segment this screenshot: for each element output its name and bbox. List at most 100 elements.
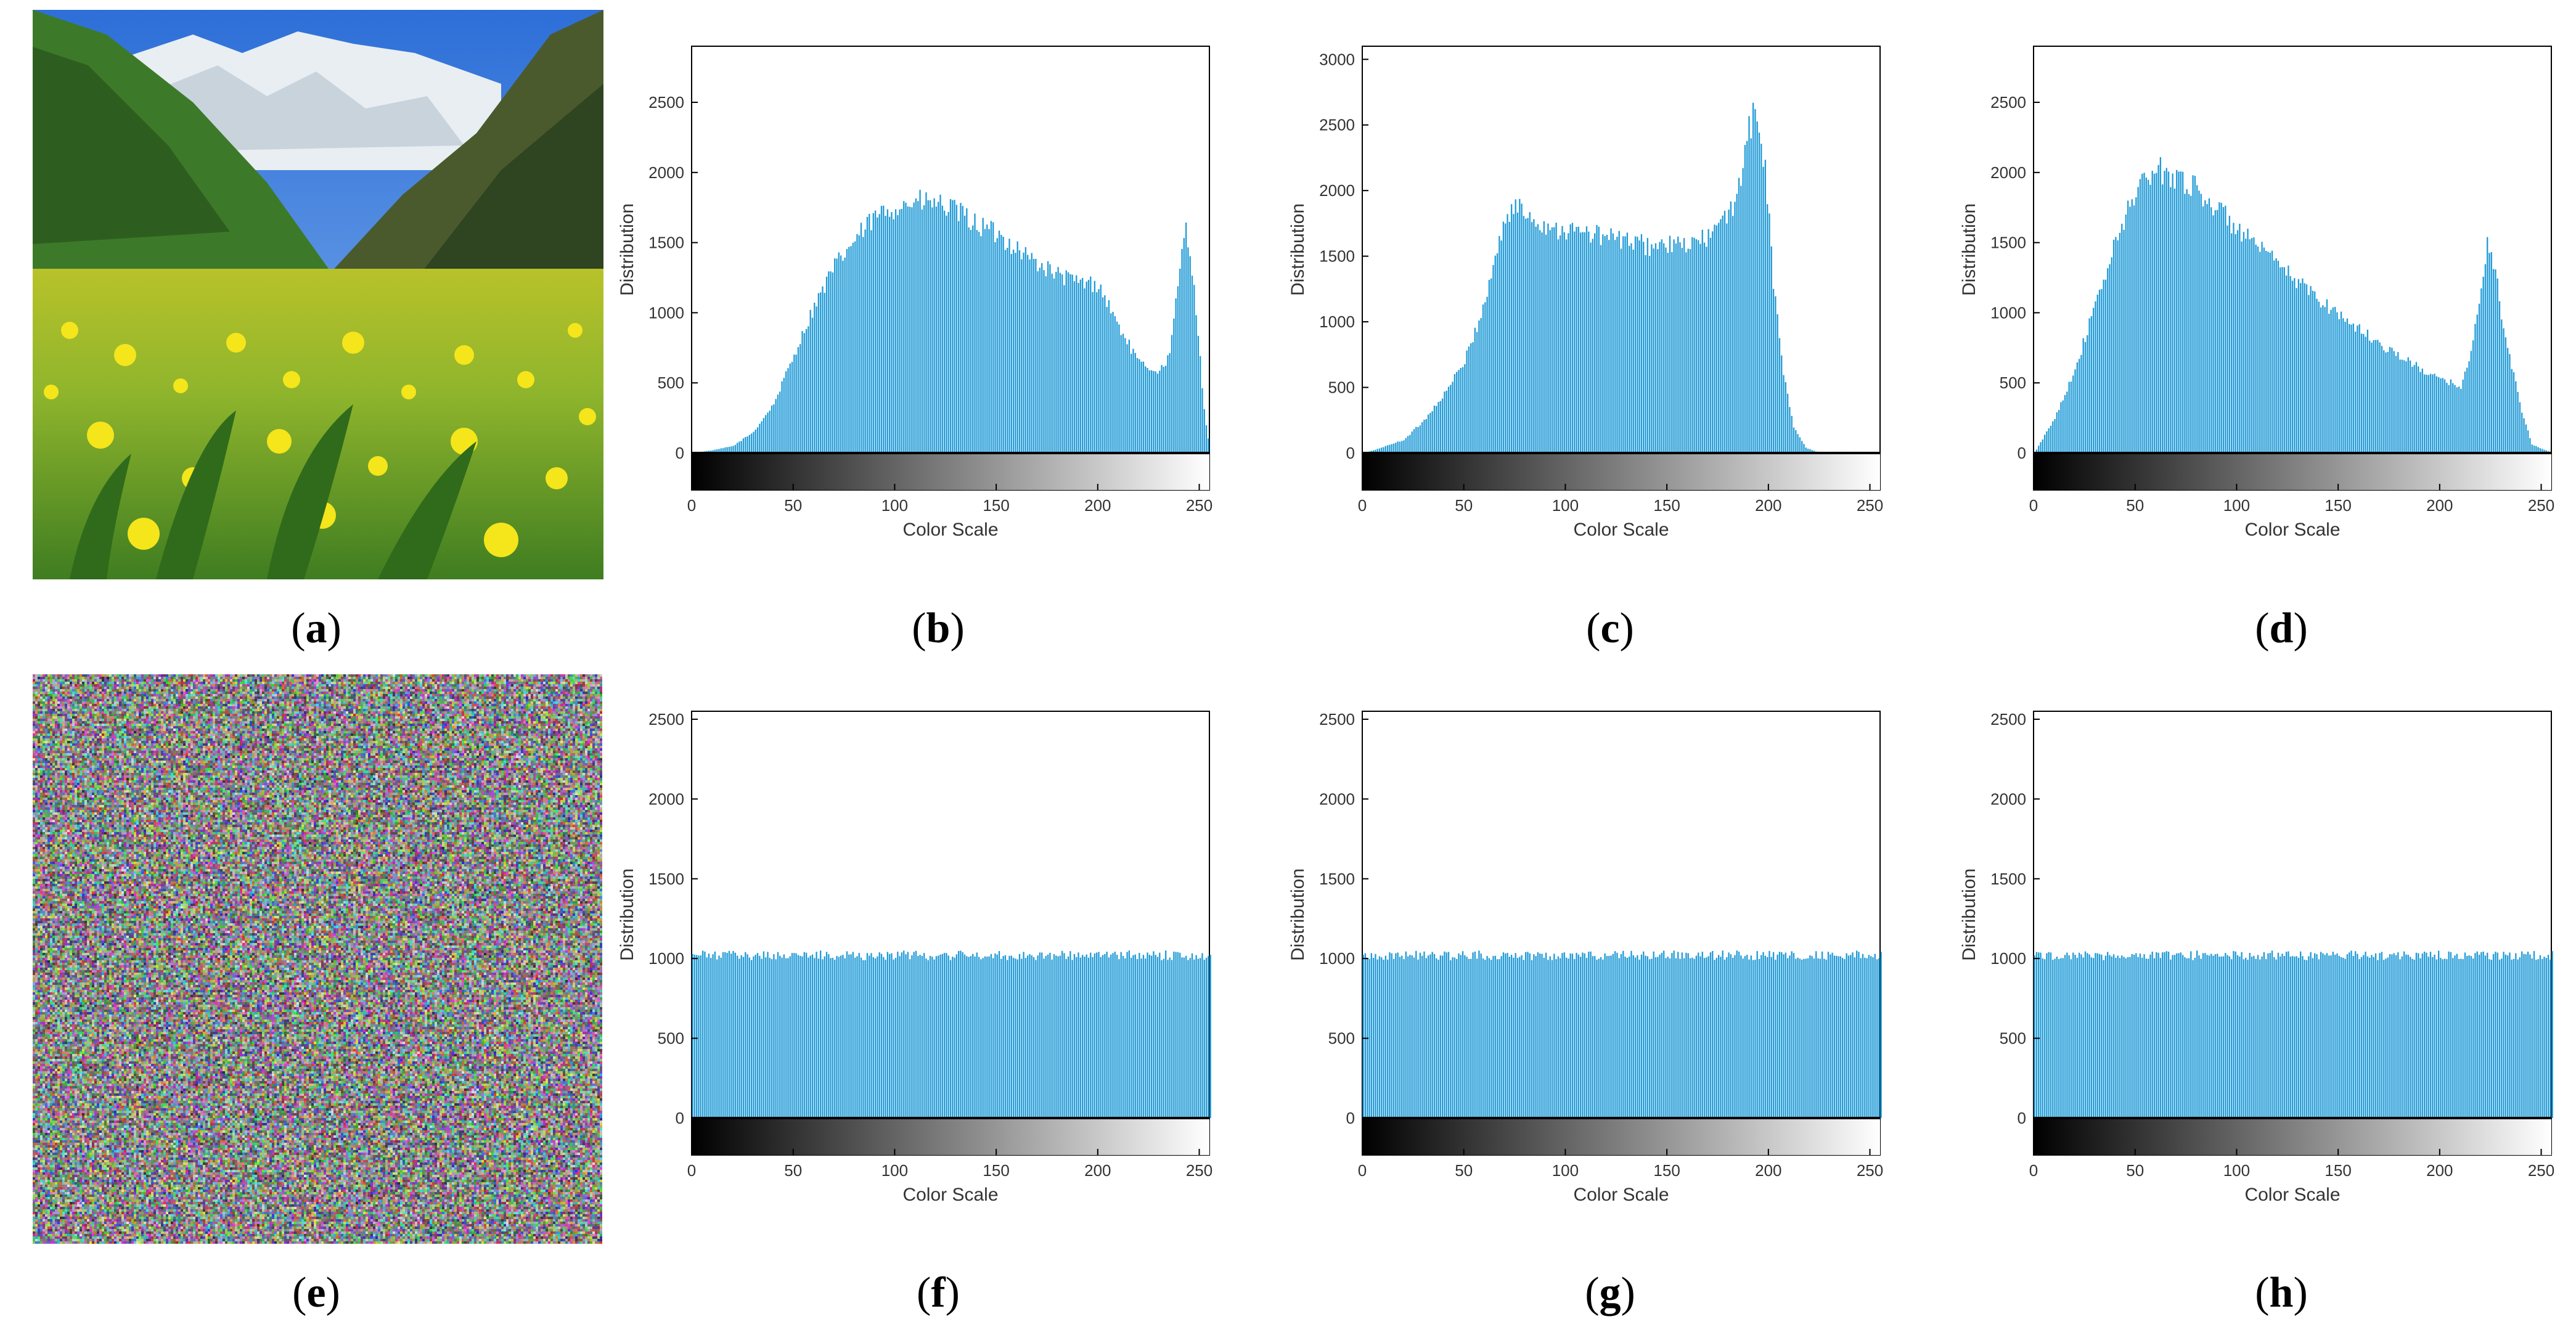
histogram-bar <box>2265 959 2267 1118</box>
histogram-bar <box>1112 953 1114 1118</box>
histogram-bar <box>2300 283 2302 453</box>
histogram-bar <box>2107 952 2109 1118</box>
histogram-bar <box>1551 960 1553 1118</box>
histogram-bar <box>1762 952 1764 1118</box>
histogram-bar <box>1007 248 1008 453</box>
x-tick-label: 150 <box>983 1161 1009 1180</box>
histogram-bar <box>1740 955 1742 1118</box>
histogram-bar <box>816 306 817 453</box>
histogram-bar <box>2322 953 2324 1118</box>
histogram-bar <box>822 286 824 453</box>
histogram-bar <box>2098 290 2101 453</box>
histogram-bar <box>1148 955 1150 1118</box>
histogram-bar <box>1175 952 1177 1118</box>
histogram-bar <box>1855 950 1858 1118</box>
histogram-bar <box>1395 443 1397 453</box>
histogram-bar <box>2464 952 2466 1118</box>
histogram-bar <box>2210 207 2212 453</box>
landscape-picture <box>33 10 603 579</box>
histogram-bar <box>2275 258 2277 453</box>
histogram-bar <box>2251 957 2253 1118</box>
histogram-bar <box>1640 954 1643 1118</box>
histogram-bar <box>2233 222 2235 453</box>
histogram-bar <box>2496 278 2498 453</box>
histogram-bar <box>2157 165 2159 453</box>
histogram-bar <box>939 954 941 1118</box>
histogram-bar <box>748 435 751 453</box>
histogram-bar <box>2109 264 2111 453</box>
histogram-bar <box>2336 953 2338 1118</box>
histogram-bar <box>2495 952 2496 1118</box>
histogram-bar <box>2056 412 2058 453</box>
histogram-bar <box>1665 958 1667 1118</box>
histogram-bar <box>1778 952 1781 1118</box>
histogram-bar <box>1734 955 1736 1118</box>
histogram-bar <box>1108 957 1110 1118</box>
histogram-bar <box>2236 955 2239 1118</box>
histogram-bar <box>1624 957 1626 1118</box>
x-tick-label: 100 <box>2223 1161 2250 1180</box>
histogram-bar <box>1413 429 1415 453</box>
histogram-bar <box>1437 960 1439 1118</box>
histogram-bar <box>1568 233 1569 453</box>
histogram-bar <box>1799 958 1801 1118</box>
histogram-bar <box>2316 298 2318 453</box>
histogram-bar <box>1738 178 1740 453</box>
histogram-bar <box>1429 954 1431 1118</box>
x-tick-label: 250 <box>1857 1161 1883 1180</box>
histogram-bar <box>2259 959 2261 1118</box>
histogram-bar <box>2488 959 2490 1118</box>
histogram-bar <box>811 954 814 1118</box>
histogram-bar <box>2419 958 2421 1118</box>
histogram-bar <box>1057 956 1059 1118</box>
histogram-bar <box>1726 957 1728 1118</box>
histogram-bar <box>734 444 736 453</box>
histogram-bar <box>1673 950 1675 1118</box>
histogram-bar <box>1153 370 1155 453</box>
histogram-bar <box>974 956 976 1118</box>
y-tick-label: 3000 <box>1319 50 1355 68</box>
histogram-bar <box>1421 422 1423 453</box>
histogram-bar <box>1031 253 1032 453</box>
histogram-bar <box>1616 952 1618 1118</box>
histogram-bar <box>2393 953 2395 1118</box>
histogram-bar <box>1079 279 1081 453</box>
histogram-bar <box>1155 955 1156 1118</box>
histogram-bar <box>2387 351 2389 453</box>
histogram-bar <box>1760 144 1762 453</box>
histogram-bar <box>1445 390 1447 453</box>
histogram-bar <box>2129 206 2131 453</box>
histogram-bar <box>1590 242 1592 453</box>
histogram-bar <box>2050 425 2052 453</box>
histogram-bar <box>1445 952 1447 1118</box>
histogram-bar <box>891 212 893 453</box>
histogram-bar <box>1059 272 1061 453</box>
y-tick-label: 500 <box>2000 1029 2026 1048</box>
histogram-bar <box>1541 232 1543 453</box>
histogram-bar <box>1730 201 1732 453</box>
histogram-bar <box>1801 959 1803 1118</box>
histogram-bar <box>915 198 917 453</box>
histogram-bar <box>1793 953 1795 1118</box>
histogram-bar <box>844 257 846 453</box>
histogram-bar <box>1191 276 1193 453</box>
histogram-bar <box>2066 391 2068 453</box>
histogram-bar <box>907 952 909 1118</box>
histogram-bar <box>1579 232 1582 453</box>
histogram-bar <box>2192 175 2194 453</box>
histogram-bar <box>2109 955 2111 1118</box>
panel-label-h: (h) <box>2255 1269 2308 1317</box>
histogram-bar <box>753 956 754 1118</box>
histogram-bar <box>2101 954 2103 1118</box>
histogram-bar <box>1608 955 1610 1118</box>
histogram-bar <box>830 958 832 1118</box>
histogram-bar <box>941 205 943 453</box>
histogram-bar <box>1772 288 1775 453</box>
histogram-bar <box>877 956 878 1118</box>
histogram-bar <box>745 952 746 1118</box>
histogram-bar <box>1866 958 1868 1118</box>
histogram-bar <box>2302 956 2304 1118</box>
histogram-bar <box>1738 951 1740 1118</box>
histogram-bar <box>1053 278 1055 453</box>
